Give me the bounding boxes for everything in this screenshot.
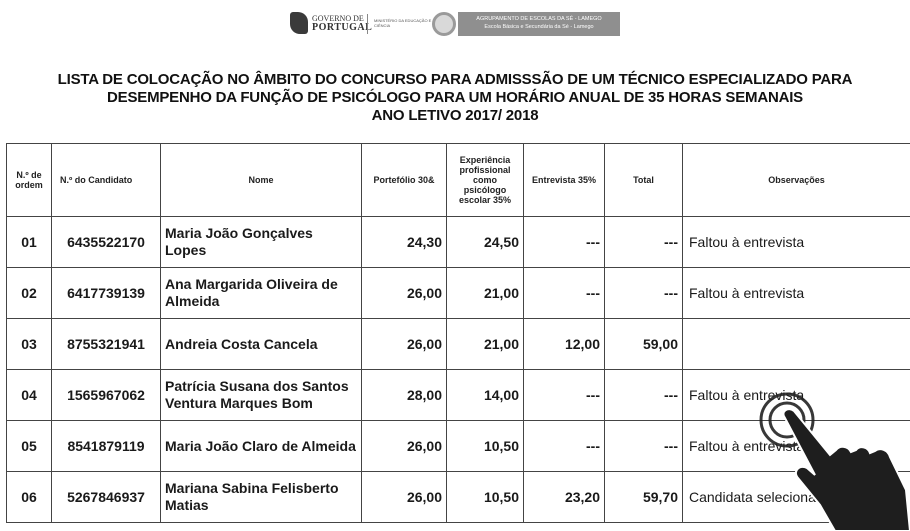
cell-total: --- <box>604 369 683 421</box>
header-candidato: N.º do Candidato <box>51 143 161 217</box>
tap-hand-icon[interactable] <box>740 380 910 531</box>
cell-ordem: 03 <box>6 318 52 370</box>
cell-entrevista: --- <box>523 267 605 319</box>
logo-divider <box>367 14 368 34</box>
cell-nome: Ana Margarida Oliveira de Almeida <box>160 267 362 319</box>
title-line2: DESEMPENHO DA FUNÇÃO DE PSICÓLOGO PARA U… <box>107 89 803 106</box>
cell-portefolio: 26,00 <box>361 267 447 319</box>
cell-candidato: 6417739139 <box>51 267 161 319</box>
cell-ordem: 01 <box>6 216 52 268</box>
header-entrevista: Entrevista 35% <box>523 143 605 217</box>
cell-ordem: 05 <box>6 420 52 472</box>
cell-candidato: 8755321941 <box>51 318 161 370</box>
table-row: 01 6435522170 Maria João Gonçalves Lopes… <box>6 216 910 268</box>
cell-observacoes: Faltou à entrevista <box>682 216 910 268</box>
cell-entrevista: 23,20 <box>523 471 605 523</box>
header-nome: Nome <box>160 143 362 217</box>
cell-nome: Maria João Gonçalves Lopes <box>160 216 362 268</box>
cell-nome: Patrícia Susana dos Santos Ventura Marqu… <box>160 369 362 421</box>
school-logo: AGRUPAMENTO DE ESCOLAS DA SÉ - LAMEGO Es… <box>432 10 620 38</box>
cell-entrevista: --- <box>523 369 605 421</box>
cell-experiencia: 24,50 <box>446 216 524 268</box>
cell-candidato: 1565967062 <box>51 369 161 421</box>
cell-experiencia: 14,00 <box>446 369 524 421</box>
school-line2: Escola Básica e Secundária da Sé - Lameg… <box>484 24 594 30</box>
cell-entrevista: --- <box>523 420 605 472</box>
ranking-table: N.º de ordem N.º do Candidato Nome Porte… <box>6 143 910 523</box>
header-total: Total <box>604 143 683 217</box>
cell-ordem: 06 <box>6 471 52 523</box>
cell-ordem: 04 <box>6 369 52 421</box>
cell-experiencia: 21,00 <box>446 267 524 319</box>
cell-experiencia: 10,50 <box>446 471 524 523</box>
cell-experiencia: 21,00 <box>446 318 524 370</box>
cell-nome: Andreia Costa Cancela <box>160 318 362 370</box>
cell-portefolio: 26,00 <box>361 471 447 523</box>
table-header-row: N.º de ordem N.º do Candidato Nome Porte… <box>6 143 910 217</box>
cell-nome: Maria João Claro de Almeida <box>160 420 362 472</box>
header-experiencia: Experiência profissional como psicólogo … <box>446 143 524 217</box>
header-ordem: N.º de ordem <box>6 143 52 217</box>
cell-entrevista: --- <box>523 216 605 268</box>
cell-nome: Mariana Sabina Felisberto Matias <box>160 471 362 523</box>
cell-entrevista: 12,00 <box>523 318 605 370</box>
cell-total: 59,70 <box>604 471 683 523</box>
header-logos: GOVERNO DE PORTUGAL MINISTÉRIO DA EDUCAÇ… <box>0 10 910 42</box>
header-portefolio: Portefólio 30& <box>361 143 447 217</box>
title-line1: LISTA DE COLOCAÇÃO NO ÂMBITO DO CONCURSO… <box>57 71 853 88</box>
governo-portugal-logo: GOVERNO DE PORTUGAL <box>290 12 372 34</box>
gov-logo-line2: PORTUGAL <box>312 22 373 33</box>
table-row: 03 8755321941 Andreia Costa Cancela 26,0… <box>6 318 910 370</box>
cell-candidato: 6435522170 <box>51 216 161 268</box>
cell-total: --- <box>604 420 683 472</box>
cell-portefolio: 26,00 <box>361 318 447 370</box>
cell-ordem: 02 <box>6 267 52 319</box>
ministry-text: MINISTÉRIO DA EDUCAÇÃO E CIÊNCIA <box>374 18 432 28</box>
header-observacoes: Observações <box>682 143 910 217</box>
cell-total: --- <box>604 216 683 268</box>
document-title: LISTA DE COLOCAÇÃO NO ÂMBITO DO CONCURSO… <box>20 71 890 125</box>
table-row: 04 1565967062 Patrícia Susana dos Santos… <box>6 369 910 421</box>
cell-experiencia: 10,50 <box>446 420 524 472</box>
title-line3: ANO LETIVO 2017/ 2018 <box>371 107 539 124</box>
cell-total: --- <box>604 267 683 319</box>
table-row: 02 6417739139 Ana Margarida Oliveira de … <box>6 267 910 319</box>
gov-logo-line1: GOVERNO DE <box>312 14 364 23</box>
cell-candidato: 5267846937 <box>51 471 161 523</box>
school-line1: AGRUPAMENTO DE ESCOLAS DA SÉ - LAMEGO <box>476 16 602 22</box>
cell-candidato: 8541879119 <box>51 420 161 472</box>
cell-observacoes: Faltou à entrevista <box>682 267 910 319</box>
cell-portefolio: 24,30 <box>361 216 447 268</box>
cell-portefolio: 26,00 <box>361 420 447 472</box>
cell-total: 59,00 <box>604 318 683 370</box>
cell-portefolio: 28,00 <box>361 369 447 421</box>
school-emblem-icon <box>432 12 456 36</box>
governo-emblem-icon <box>290 12 308 34</box>
cell-observacoes <box>682 318 910 370</box>
